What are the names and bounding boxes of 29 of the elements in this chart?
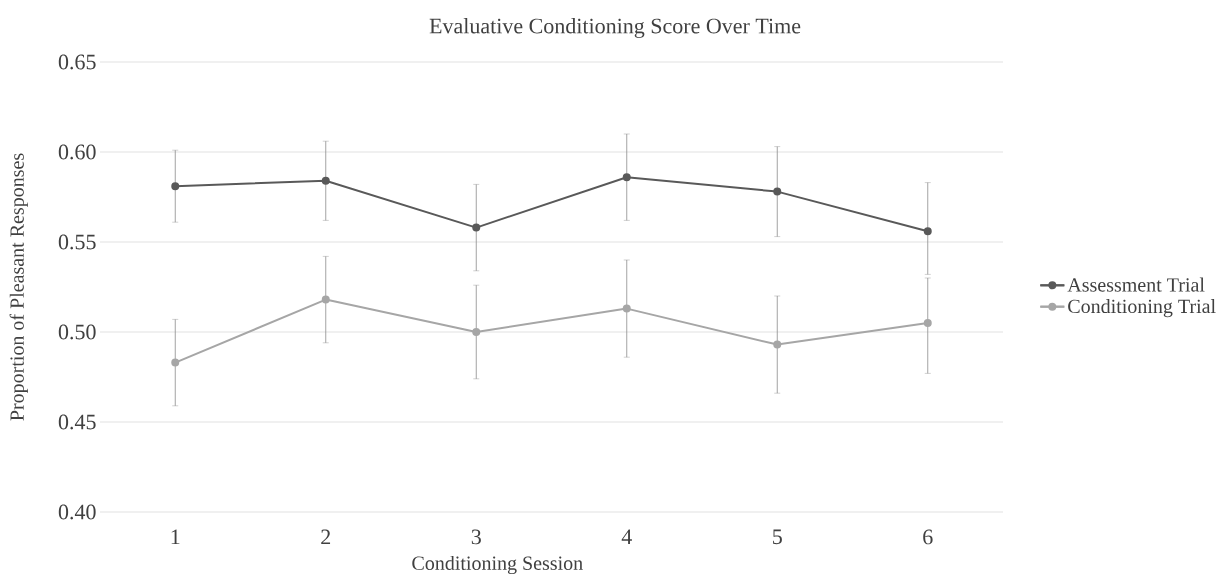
y-tick-label: 0.50 — [58, 324, 96, 340]
y-tick-label: 0.45 — [58, 414, 96, 430]
point — [171, 182, 180, 191]
y-tick-label: 0.40 — [58, 504, 96, 520]
point — [472, 328, 481, 336]
point — [321, 176, 330, 185]
point — [622, 304, 631, 313]
point — [171, 358, 180, 367]
point — [472, 223, 481, 232]
point — [773, 340, 782, 349]
point — [773, 187, 782, 196]
point — [923, 319, 932, 327]
x-tick-label: 5 — [773, 529, 782, 545]
point — [923, 227, 932, 236]
y-tick-label: 0.55 — [58, 234, 96, 250]
x-tick-label: 3 — [471, 529, 481, 545]
x-tick-label: 1 — [171, 529, 180, 545]
point — [622, 173, 631, 182]
x-tick-label: 4 — [621, 529, 632, 545]
x-tick-label: 6 — [923, 529, 933, 545]
y-tick-label: 0.65 — [58, 54, 96, 70]
x-axis-title: Conditioning Session — [412, 555, 583, 575]
y-tick-label: 0.60 — [58, 144, 96, 160]
legend-label: Conditioning Trial — [1068, 299, 1216, 318]
x-tick-label: 2 — [321, 529, 331, 545]
y-axis-title: Proportion of Pleasant Responses — [9, 153, 28, 421]
legend-label: Assessment Trial — [1067, 277, 1205, 292]
chart-title: Evaluative Conditioning Score Over Time — [429, 17, 801, 38]
point — [321, 295, 330, 304]
